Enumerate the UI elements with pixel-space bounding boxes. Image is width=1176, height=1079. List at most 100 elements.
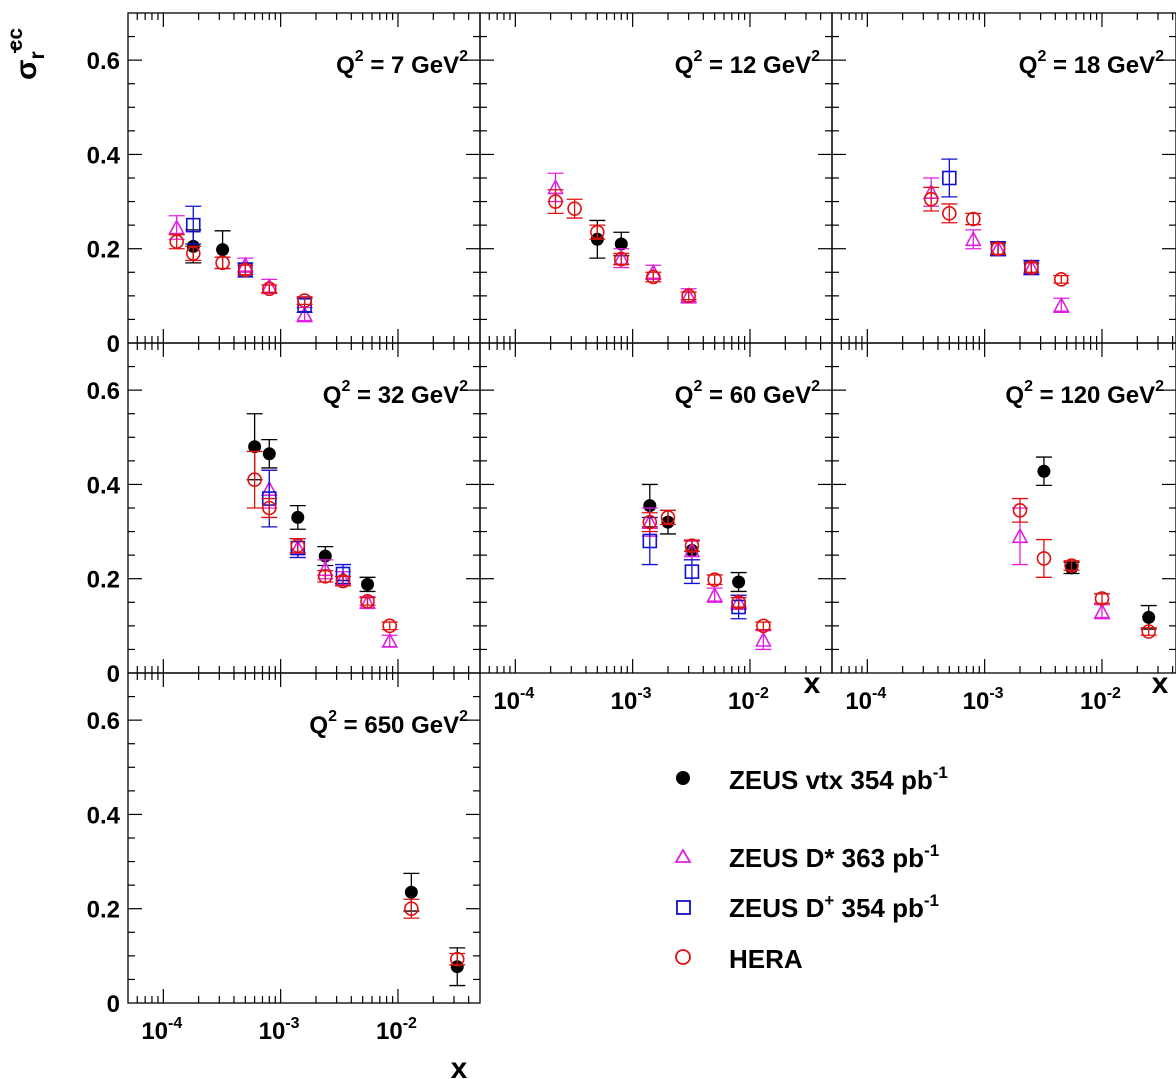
q2-label: Q2 = 60 GeV2 [675, 378, 820, 409]
y-tick-label: 0.6 [87, 378, 120, 405]
x-tick-label: 10-2 [728, 685, 769, 715]
data-point-open-circle [168, 233, 185, 250]
legend-label: HERA [729, 944, 803, 974]
data-point-open-circle [589, 224, 606, 240]
x-tick-label: 10-3 [259, 1015, 300, 1045]
data-point-filled-circle [1035, 456, 1052, 487]
legend-label-sup: -1 [924, 891, 939, 910]
data-point-open-circle [1140, 624, 1157, 639]
data-point-open-circle [680, 288, 697, 304]
data-point-open-circle [613, 251, 630, 267]
data-point-open-triangle [1052, 296, 1070, 314]
q2-label: Q2 = 7 GeV2 [336, 48, 468, 79]
legend-entry-zeus-dplus: ZEUS D+ 354 pb-1 [676, 891, 939, 923]
data-point-open-square [941, 158, 958, 198]
data-point-filled-circle [289, 504, 306, 530]
x-tick-label: 10-3 [963, 685, 1004, 715]
x-tick-label: 10-2 [376, 1015, 417, 1045]
y-tick-label: 0.4 [87, 472, 121, 499]
legend-label-rest: 354 pb [834, 893, 924, 923]
data-point-open-circle [214, 255, 231, 271]
data-point-open-circle [237, 262, 254, 278]
data-point-open-circle [317, 569, 334, 584]
data-point-open-circle [261, 281, 278, 297]
legend-label: ZEUS D [729, 893, 824, 923]
data-point-open-triangle [381, 632, 399, 648]
panel-q2-120: 10-4 10-3 10-2 Q2 = 120 GeV2 [831, 342, 1176, 715]
panel-grid: 0 0.2 0.4 0.6 Q2 = 7 GeV2 Q2 = 12 GeV2 Q2 = 18… [87, 12, 1176, 1045]
q2-label: Q2 = 650 GeV2 [309, 708, 468, 739]
legend-label-sup: -1 [924, 841, 939, 860]
data-point-open-circle [403, 898, 420, 919]
data-point-open-circle [359, 594, 376, 609]
y-tick-label: 0 [107, 991, 120, 1018]
data-point-open-square [185, 205, 202, 245]
data-point-open-circle [990, 241, 1007, 257]
data-point-filled-circle [261, 438, 278, 469]
x-tick-label: 10-4 [845, 685, 886, 715]
data-point-open-circle [185, 245, 202, 262]
data-point-open-circle [547, 189, 564, 215]
panel-q2-7: 0 0.2 0.4 0.6 Q2 = 7 GeV2 [87, 12, 481, 358]
data-point-open-circle [706, 572, 723, 587]
legend-label: ZEUS D* 363 pb [729, 843, 924, 873]
y-tick-label: 0.2 [87, 237, 120, 264]
data-point-filled-circle [359, 576, 376, 593]
panel-q2-650: 0 0.2 0.4 0.6 10-4 10-3 10-2 Q2 = 650 GeV2 [87, 672, 481, 1045]
data-point-open-circle [335, 573, 352, 589]
data-point-open-circle [381, 618, 398, 634]
data-point-open-circle [1035, 538, 1052, 578]
legend-marker-open-circle [675, 949, 691, 965]
data-point-filled-circle [449, 947, 466, 987]
x-axis-title-middle: x [804, 667, 821, 700]
y-tick-label: 0.4 [87, 142, 121, 169]
legend-entry-zeus-dstar: ZEUS D* 363 pb-1 [674, 841, 939, 873]
y-tick-label: 0.6 [87, 48, 120, 75]
data-point-open-circle [941, 203, 958, 224]
svg-text:ZEUS D+ 354 pb-1: ZEUS D+ 354 pb-1 [729, 891, 939, 923]
legend-label-sup: + [824, 891, 834, 910]
y-tick-label: 0.4 [87, 802, 121, 829]
data-point-open-circle [449, 951, 466, 967]
data-point-open-circle [641, 512, 658, 533]
y-tick-label: 0.2 [87, 567, 120, 594]
legend-entry-hera: HERA [675, 944, 803, 974]
data-point-open-circle [261, 497, 278, 519]
y-tick-label: 0.2 [87, 897, 120, 924]
legend: ZEUS vtx 354 pb-1 ZEUS D* 363 pb-1 ZEUS … [674, 763, 948, 974]
q2-label: Q2 = 32 GeV2 [323, 378, 468, 409]
data-point-open-circle [730, 594, 747, 610]
legend-marker-open-square [676, 900, 691, 915]
x-tick-label: 10-2 [1080, 685, 1121, 715]
data-point-open-triangle [964, 229, 982, 250]
x-axis-title-right: x [1152, 667, 1169, 700]
q2-label: Q2 = 120 GeV2 [1005, 378, 1164, 409]
panel-q2-60: 10-4 10-3 10-2 Q2 = 60 GeV2 [479, 342, 833, 715]
data-point-open-triangle [755, 629, 772, 651]
data-point-open-circle [645, 269, 662, 285]
data-point-open-circle [755, 618, 772, 634]
x-axis-title-bottom-left: x [451, 1052, 468, 1079]
data-point-open-triangle [1093, 603, 1111, 620]
legend-label-sup: -1 [933, 763, 948, 782]
q2-label: Q2 = 12 GeV2 [675, 48, 820, 79]
y-tick-label: 0 [107, 331, 120, 358]
data-point-open-circle [1093, 591, 1110, 606]
legend-label: ZEUS vtx 354 pb [729, 765, 933, 795]
y-axis-title: σrcc [4, 28, 49, 80]
y-tick-label: 0 [107, 661, 120, 688]
data-point-open-triangle [706, 586, 724, 603]
data-point-open-circle [289, 537, 306, 554]
panel-q2-32: 0 0.2 0.4 0.6 Q2 = 32 GeV2 [87, 342, 481, 688]
data-point-open-circle [923, 186, 940, 212]
data-point-open-circle [1063, 558, 1080, 573]
q2-label: Q2 = 18 GeV2 [1019, 48, 1164, 79]
data-point-open-circle [659, 509, 676, 526]
data-point-open-circle [1053, 272, 1070, 287]
data-point-open-circle [683, 538, 700, 554]
panel-q2-18: Q2 = 18 GeV2 [831, 12, 1176, 344]
x-tick-label: 10-3 [611, 685, 652, 715]
legend-marker-open-triangle [674, 848, 692, 863]
panel-q2-12: Q2 = 12 GeV2 [479, 12, 833, 344]
